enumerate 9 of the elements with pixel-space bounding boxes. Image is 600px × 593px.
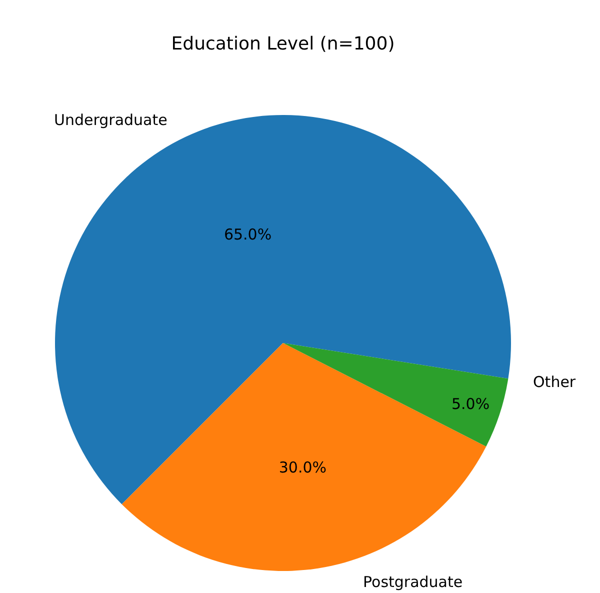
pie-slice — [283, 343, 508, 447]
data-label: 30.0% — [278, 458, 327, 476]
data-label: 65.0% — [224, 226, 272, 244]
slice-label: Postgraduate — [363, 573, 463, 591]
slice-label: Undergraduate — [54, 111, 168, 129]
slice-label: Other — [533, 373, 576, 391]
chart-title: Education Level (n=100) — [171, 33, 395, 54]
pie-slice — [55, 115, 511, 504]
data-label: 5.0% — [451, 394, 490, 413]
